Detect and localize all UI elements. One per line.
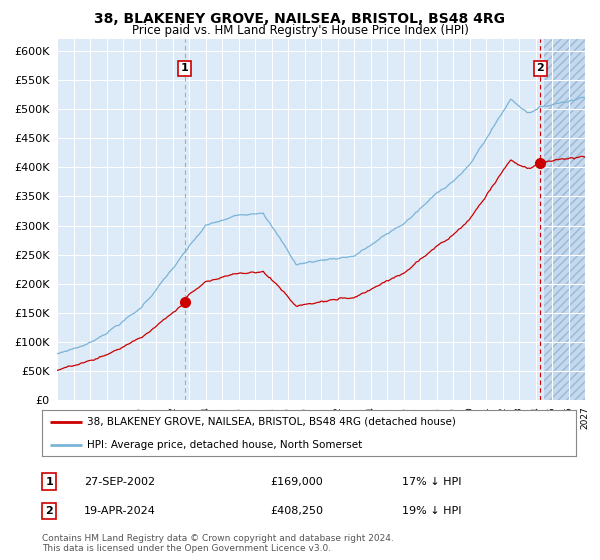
- Text: Contains HM Land Registry data © Crown copyright and database right 2024.
This d: Contains HM Land Registry data © Crown c…: [42, 534, 394, 553]
- Text: 19% ↓ HPI: 19% ↓ HPI: [402, 506, 461, 516]
- Text: 17% ↓ HPI: 17% ↓ HPI: [402, 477, 461, 487]
- Bar: [544, 39, 585, 400]
- Text: Price paid vs. HM Land Registry's House Price Index (HPI): Price paid vs. HM Land Registry's House …: [131, 24, 469, 36]
- Text: 19-APR-2024: 19-APR-2024: [84, 506, 156, 516]
- Text: 1: 1: [181, 63, 188, 73]
- Text: 38, BLAKENEY GROVE, NAILSEA, BRISTOL, BS48 4RG (detached house): 38, BLAKENEY GROVE, NAILSEA, BRISTOL, BS…: [88, 417, 456, 427]
- Text: £408,250: £408,250: [270, 506, 323, 516]
- Text: 2: 2: [46, 506, 53, 516]
- Text: £169,000: £169,000: [270, 477, 323, 487]
- Bar: [544, 39, 585, 400]
- Text: HPI: Average price, detached house, North Somerset: HPI: Average price, detached house, Nort…: [88, 440, 362, 450]
- Text: 38, BLAKENEY GROVE, NAILSEA, BRISTOL, BS48 4RG: 38, BLAKENEY GROVE, NAILSEA, BRISTOL, BS…: [95, 12, 505, 26]
- Text: 1: 1: [46, 477, 53, 487]
- Text: 2: 2: [536, 63, 544, 73]
- Text: 27-SEP-2002: 27-SEP-2002: [84, 477, 155, 487]
